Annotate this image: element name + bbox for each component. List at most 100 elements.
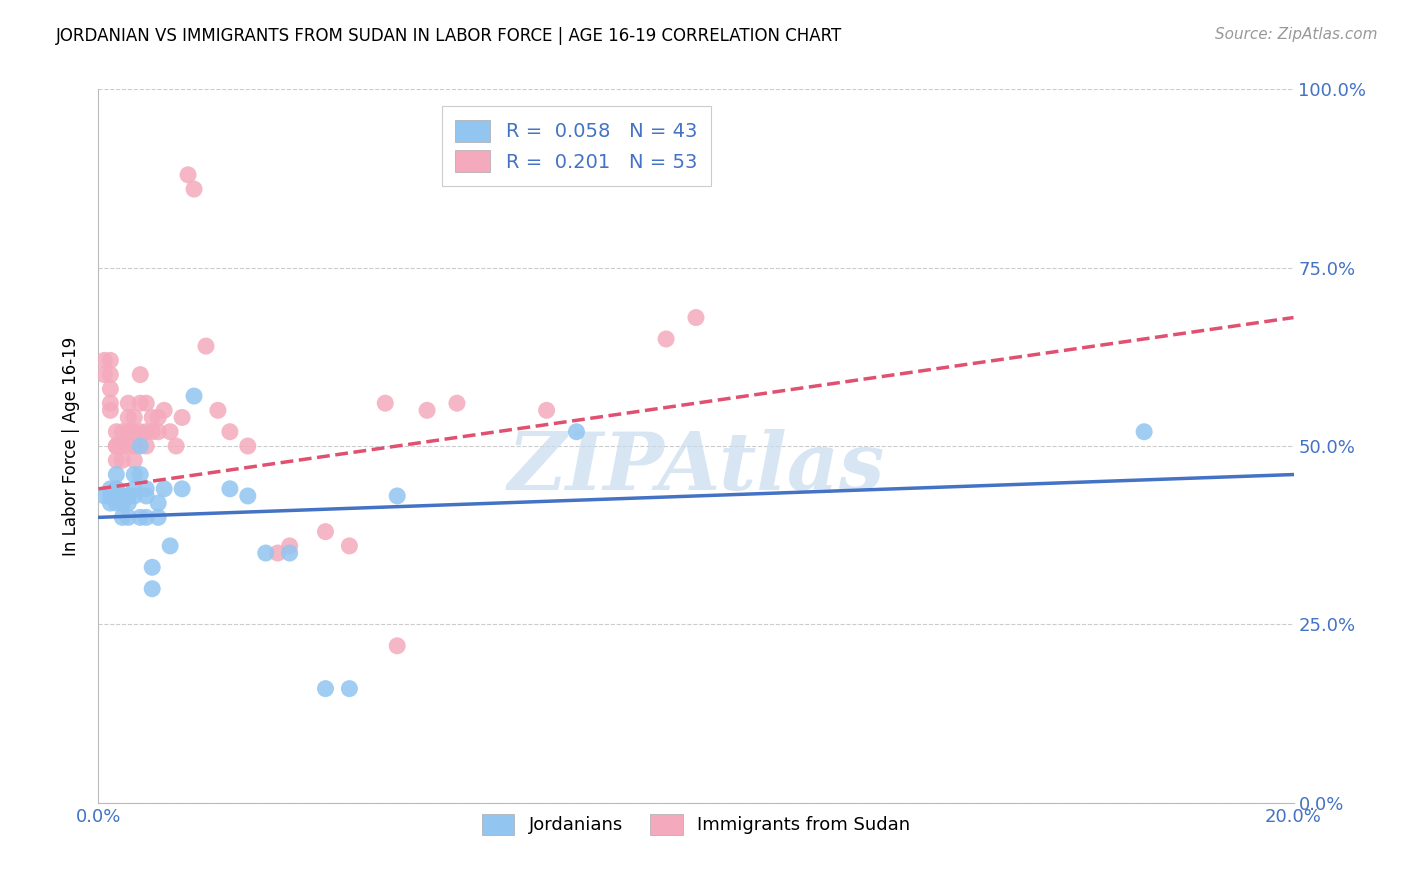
Point bbox=[536, 403, 558, 417]
Point bbox=[141, 582, 163, 596]
Point bbox=[111, 439, 134, 453]
Point bbox=[129, 439, 152, 453]
Point bbox=[236, 439, 259, 453]
Point bbox=[148, 410, 170, 425]
Point bbox=[93, 368, 115, 382]
Point bbox=[278, 539, 301, 553]
Point bbox=[98, 396, 122, 410]
Point bbox=[124, 467, 146, 482]
Point bbox=[124, 482, 146, 496]
Point bbox=[416, 403, 439, 417]
Y-axis label: In Labor Force | Age 16-19: In Labor Force | Age 16-19 bbox=[62, 336, 80, 556]
Point bbox=[111, 425, 134, 439]
Point bbox=[98, 403, 122, 417]
Point bbox=[183, 182, 205, 196]
Point bbox=[254, 546, 277, 560]
Point bbox=[111, 496, 134, 510]
Point bbox=[124, 425, 146, 439]
Point bbox=[135, 489, 157, 503]
Point bbox=[93, 353, 115, 368]
Point bbox=[278, 546, 301, 560]
Point bbox=[1133, 425, 1156, 439]
Point bbox=[117, 439, 139, 453]
Point bbox=[111, 510, 134, 524]
Point bbox=[339, 539, 361, 553]
Point bbox=[129, 396, 152, 410]
Point bbox=[148, 425, 170, 439]
Point bbox=[385, 489, 409, 503]
Point bbox=[172, 410, 194, 425]
Point bbox=[105, 439, 128, 453]
Point bbox=[117, 489, 139, 503]
Point bbox=[374, 396, 396, 410]
Point bbox=[105, 453, 128, 467]
Point bbox=[153, 403, 176, 417]
Point bbox=[105, 496, 128, 510]
Point bbox=[129, 425, 152, 439]
Point bbox=[124, 453, 146, 467]
Point bbox=[141, 560, 163, 574]
Point bbox=[98, 382, 122, 396]
Text: Source: ZipAtlas.com: Source: ZipAtlas.com bbox=[1215, 27, 1378, 42]
Point bbox=[105, 467, 128, 482]
Point bbox=[111, 496, 134, 510]
Point bbox=[195, 339, 218, 353]
Point bbox=[117, 396, 139, 410]
Point bbox=[153, 482, 176, 496]
Point bbox=[165, 439, 187, 453]
Point bbox=[655, 332, 678, 346]
Point bbox=[219, 425, 242, 439]
Point bbox=[685, 310, 707, 325]
Text: JORDANIAN VS IMMIGRANTS FROM SUDAN IN LABOR FORCE | AGE 16-19 CORRELATION CHART: JORDANIAN VS IMMIGRANTS FROM SUDAN IN LA… bbox=[56, 27, 842, 45]
Point bbox=[105, 482, 128, 496]
Point bbox=[207, 403, 229, 417]
Point bbox=[117, 510, 139, 524]
Point bbox=[98, 368, 122, 382]
Point bbox=[135, 425, 157, 439]
Point bbox=[141, 425, 163, 439]
Point bbox=[98, 353, 122, 368]
Point bbox=[129, 368, 152, 382]
Point bbox=[98, 489, 122, 503]
Point bbox=[117, 496, 139, 510]
Point bbox=[141, 410, 163, 425]
Point bbox=[105, 439, 128, 453]
Point bbox=[135, 482, 157, 496]
Point bbox=[129, 510, 152, 524]
Point bbox=[177, 168, 200, 182]
Point bbox=[385, 639, 409, 653]
Point bbox=[124, 439, 146, 453]
Point bbox=[339, 681, 361, 696]
Legend: Jordanians, Immigrants from Sudan: Jordanians, Immigrants from Sudan bbox=[472, 805, 920, 844]
Point bbox=[98, 496, 122, 510]
Point bbox=[315, 524, 337, 539]
Point bbox=[135, 396, 157, 410]
Point bbox=[117, 410, 139, 425]
Point bbox=[159, 539, 181, 553]
Point bbox=[135, 510, 157, 524]
Point bbox=[105, 425, 128, 439]
Point bbox=[172, 482, 194, 496]
Text: ZIPAtlas: ZIPAtlas bbox=[508, 429, 884, 506]
Point bbox=[111, 489, 134, 503]
Point bbox=[148, 510, 170, 524]
Point bbox=[446, 396, 468, 410]
Point bbox=[183, 389, 205, 403]
Point bbox=[236, 489, 259, 503]
Point bbox=[565, 425, 588, 439]
Point bbox=[111, 453, 134, 467]
Point bbox=[93, 489, 115, 503]
Point bbox=[98, 482, 122, 496]
Point bbox=[159, 425, 181, 439]
Point bbox=[129, 467, 152, 482]
Point bbox=[219, 482, 242, 496]
Point bbox=[124, 410, 146, 425]
Point bbox=[315, 681, 337, 696]
Point bbox=[135, 439, 157, 453]
Point bbox=[117, 425, 139, 439]
Point bbox=[148, 496, 170, 510]
Point bbox=[267, 546, 290, 560]
Point bbox=[117, 489, 139, 503]
Point bbox=[105, 489, 128, 503]
Point bbox=[105, 482, 128, 496]
